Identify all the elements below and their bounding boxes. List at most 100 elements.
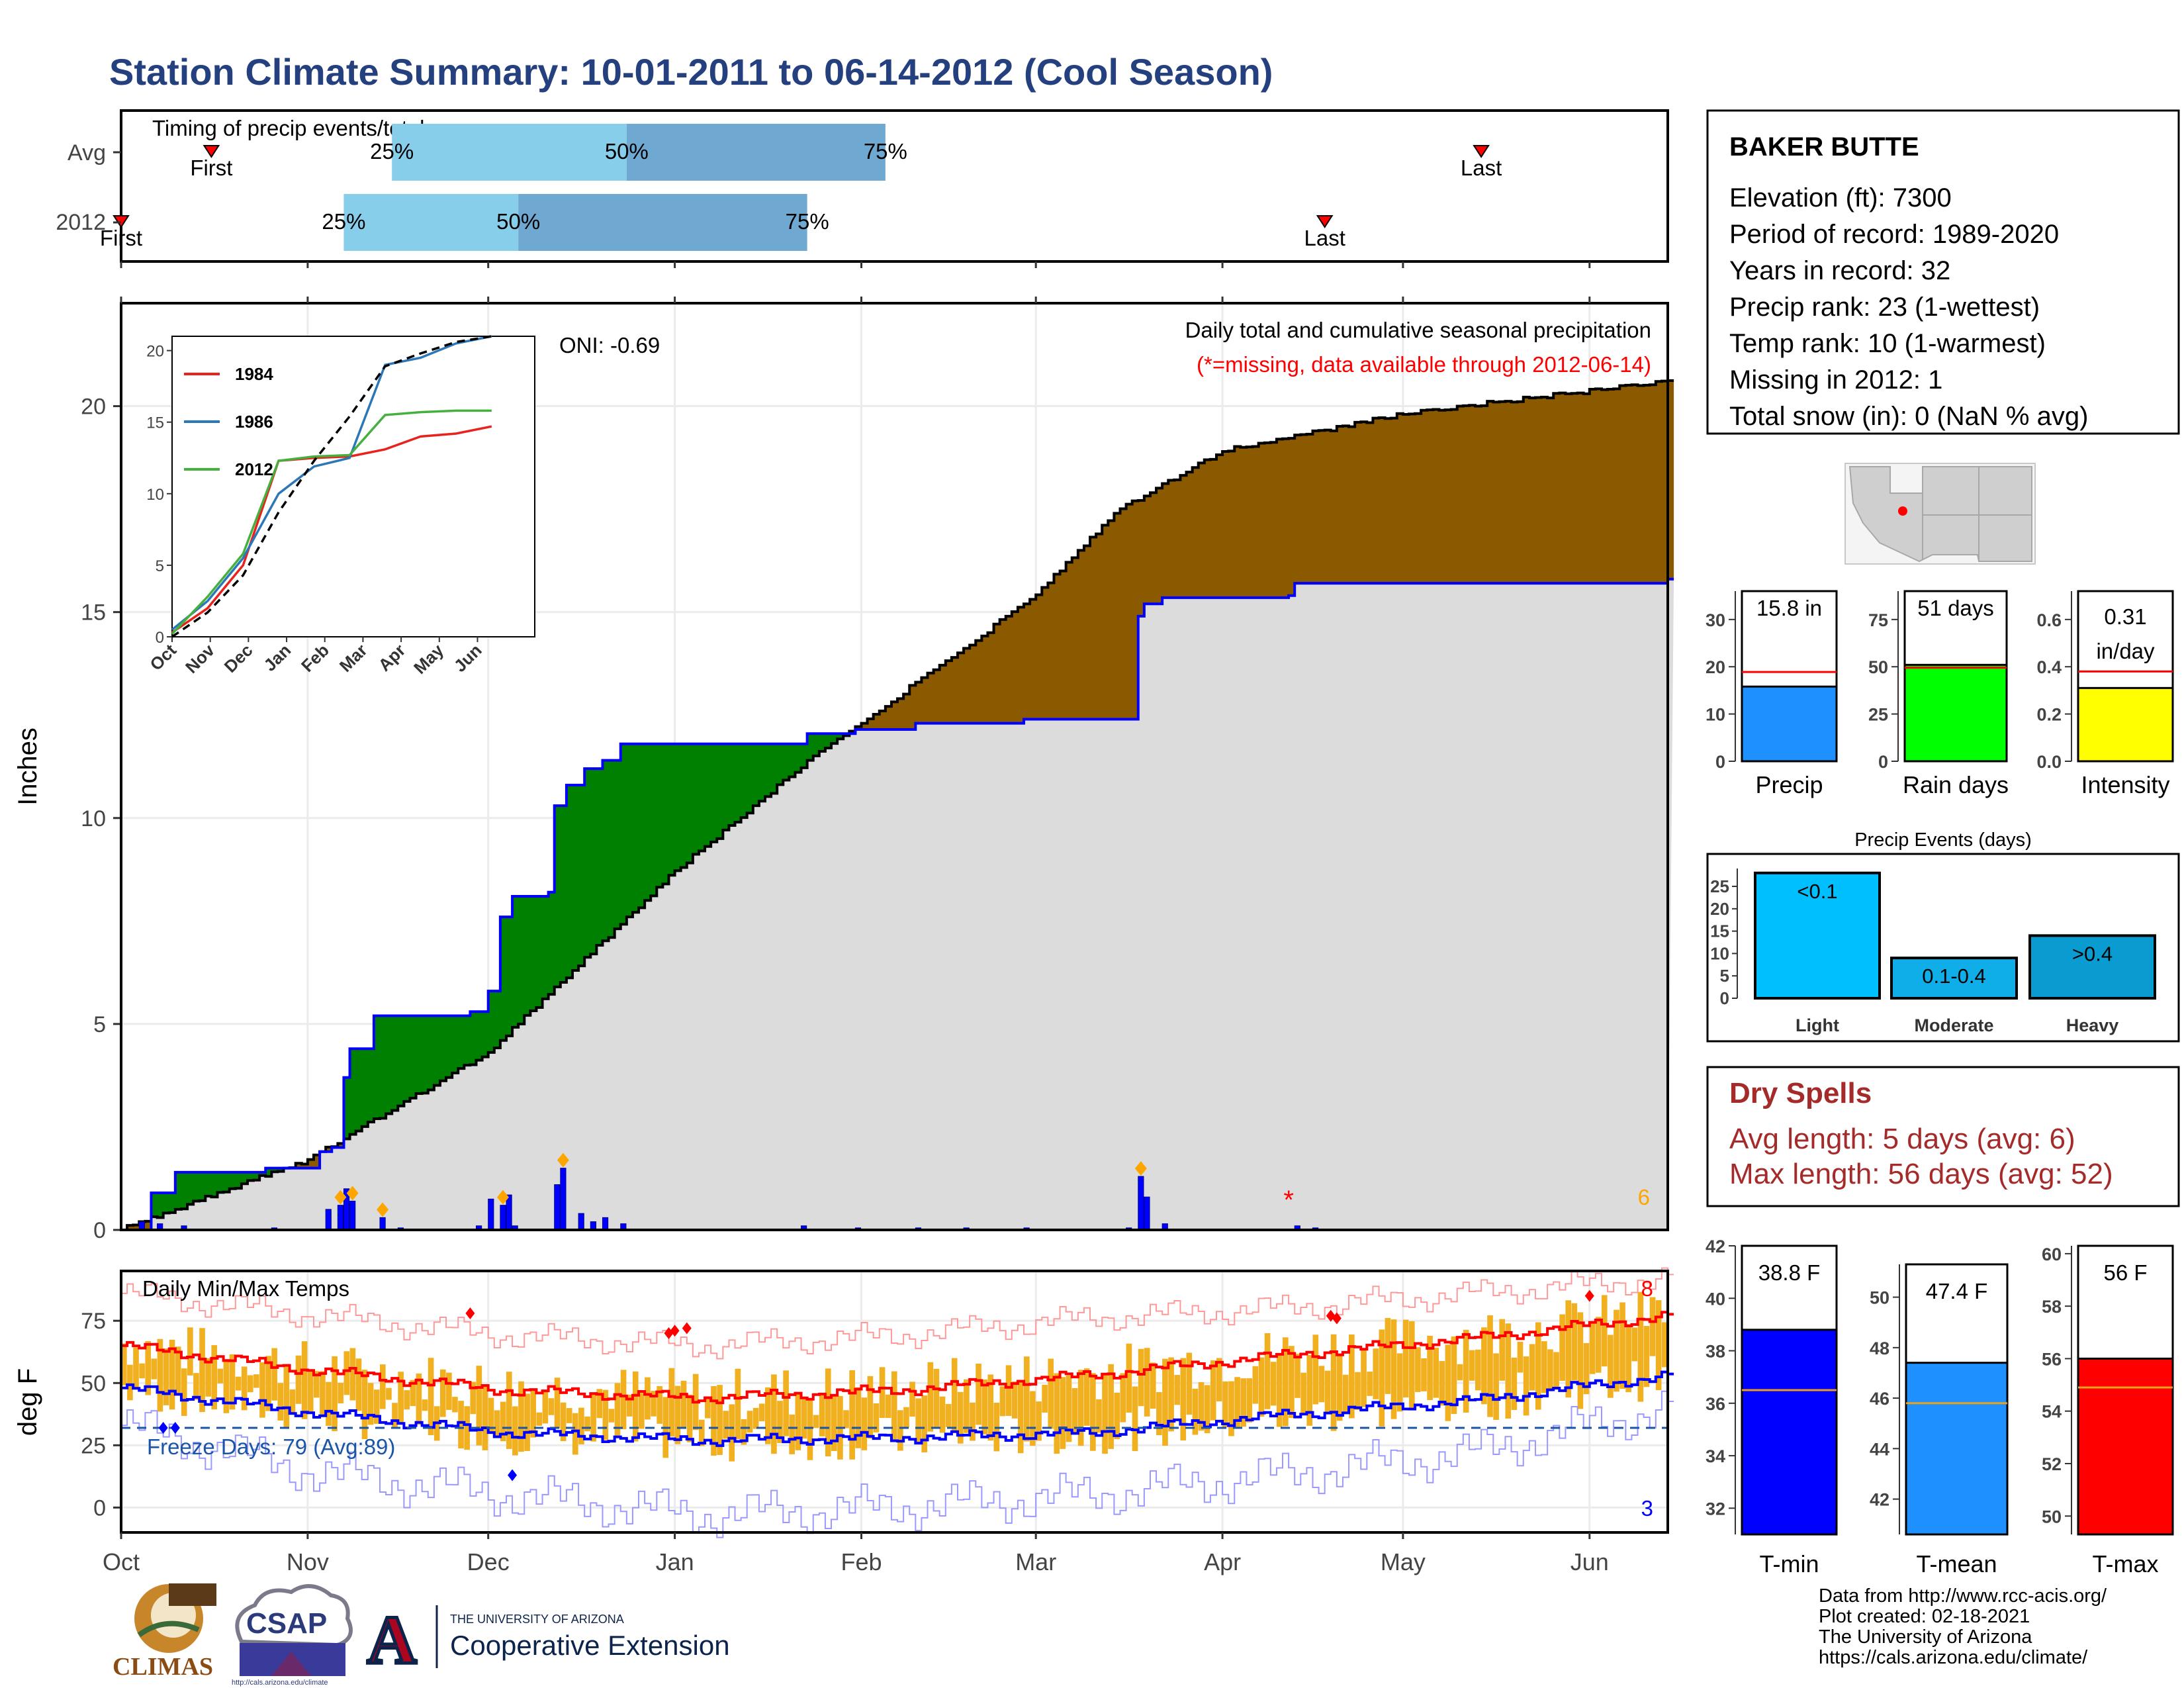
daily-temp-bar	[1336, 1353, 1343, 1421]
daily-temp-bar	[680, 1380, 687, 1427]
record-max-line	[121, 1267, 1674, 1360]
daily-temp-bar	[1083, 1368, 1090, 1426]
daily-precip-bar	[560, 1168, 567, 1231]
daily-temp-bar	[596, 1389, 603, 1419]
daily-temp-bar	[1427, 1335, 1433, 1401]
precip-event-category: Light	[1796, 1015, 1839, 1035]
summary-ytick-label: 0.0	[2036, 752, 2062, 772]
daily-temp-bar	[674, 1385, 681, 1444]
summary-ytick-label: 34	[1706, 1446, 1725, 1466]
daily-temp-bar	[825, 1368, 831, 1457]
inset-legend-label: 1986	[235, 412, 273, 432]
daily-temp-bar	[1608, 1335, 1614, 1398]
summary-ytick-label: 32	[1706, 1499, 1725, 1519]
summary-ytick-label: 56	[2042, 1349, 2062, 1369]
temp-ytick-label: 50	[81, 1371, 106, 1396]
daily-temp-bar	[223, 1359, 230, 1413]
daily-temp-bar	[241, 1366, 248, 1411]
daily-temp-bar	[361, 1370, 368, 1440]
daily-temp-bar	[1186, 1352, 1193, 1415]
daily-temp-bar	[416, 1373, 422, 1425]
daily-temp-bar	[1071, 1388, 1078, 1432]
dry-spells-max: Max length: 56 days (avg: 52)	[1729, 1158, 2113, 1190]
timing-percentile-label: 50%	[496, 209, 540, 234]
daily-temp-bar	[307, 1370, 314, 1413]
daily-temp-bar	[1583, 1342, 1590, 1395]
month-label: Jun	[1570, 1548, 1609, 1575]
station-info-line: Elevation (ft): 7300	[1729, 183, 1952, 212]
daily-temp-bar	[1204, 1385, 1210, 1434]
daily-temp-bar	[645, 1377, 651, 1420]
daily-temp-bar	[1252, 1366, 1259, 1404]
daily-temp-bar	[1330, 1334, 1337, 1431]
inset-ytick-label: 10	[146, 486, 164, 504]
map-state-borders	[1889, 467, 2032, 561]
climas-emblem-wave	[137, 1620, 200, 1638]
precip-events-ytick-label: 15	[1710, 921, 1729, 941]
daily-temp-bar	[530, 1389, 536, 1438]
timing-panel: Timing of precip events/totals Avg 2012 …	[56, 109, 1669, 263]
station-info-line: Period of record: 1989-2020	[1729, 220, 2059, 249]
last-event-marker	[1316, 215, 1334, 228]
precip-event-category: Heavy	[2066, 1015, 2119, 1035]
precip-events-ytick-label: 10	[1710, 943, 1729, 963]
credit-line: The University of Arizona	[1819, 1626, 2032, 1648]
daily-temp-bar	[1240, 1378, 1247, 1427]
average-min-line	[121, 1370, 1674, 1447]
daily-temp-bar	[1547, 1349, 1553, 1391]
daily-temp-bar	[1439, 1361, 1445, 1406]
average-max-line	[121, 1311, 1674, 1405]
dry-spells-frame	[1706, 1066, 2180, 1207]
daily-temp-bar	[970, 1402, 976, 1441]
daily-temp-bar	[1162, 1358, 1168, 1446]
daily-temp-bar	[1577, 1312, 1584, 1409]
summary-bar	[2077, 686, 2174, 763]
daily-temp-bar	[332, 1356, 338, 1432]
daily-temp-bar	[1180, 1358, 1187, 1441]
daily-temp-bar	[572, 1413, 578, 1455]
daily-temp-bar	[1505, 1323, 1512, 1419]
daily-temp-bar	[1066, 1375, 1072, 1442]
daily-temp-bar	[235, 1376, 242, 1391]
temp-bar-label: T-mean	[1916, 1550, 1997, 1577]
temp-ytick-label: 25	[81, 1433, 106, 1458]
daily-precip-bar	[349, 1200, 356, 1231]
precip-events-ytick-label: 5	[1720, 966, 1729, 986]
temp-ytick-label: 75	[81, 1309, 106, 1334]
temperature-summary-bars: 32 34 36 38 40 42 38.8 F T-min 42 44 46 48 50 47.4 F T…	[1706, 1237, 2174, 1577]
temp-value-label: 56 F	[2103, 1260, 2147, 1285]
daily-temp-bar	[205, 1358, 211, 1397]
month-axis: Oct Nov Dec Jan Feb Mar Apr May Jun	[103, 261, 1609, 1575]
daily-temp-bar	[584, 1416, 590, 1432]
daily-temp-bar	[247, 1375, 253, 1393]
credit-line: https://cals.arizona.edu/climate/	[1819, 1647, 2088, 1668]
daily-temp-bar	[1077, 1370, 1084, 1446]
first-event-marker	[203, 145, 220, 158]
inset-ytick-label: 0	[156, 629, 164, 647]
daily-temp-bar	[1433, 1347, 1439, 1398]
inset-series-line	[171, 335, 492, 631]
daily-temp-bar	[428, 1358, 434, 1436]
daily-temp-bar	[494, 1410, 500, 1438]
daily-temp-bar	[439, 1369, 446, 1417]
month-label: Jan	[656, 1548, 694, 1575]
daily-temp-bar	[1619, 1302, 1625, 1389]
daily-temp-bar	[614, 1383, 621, 1437]
station-info-box: BAKER BUTTE Elevation (ft): 7300 Period …	[1706, 109, 2180, 435]
daily-temp-bar	[139, 1363, 145, 1379]
daily-temp-bar	[1559, 1314, 1565, 1381]
daily-temp-bar	[1487, 1315, 1493, 1417]
daily-temp-bar	[1090, 1373, 1096, 1451]
daily-temp-bar	[1144, 1348, 1150, 1417]
daily-temp-bar	[1349, 1334, 1355, 1419]
temp-panel-label: Daily Min/Max Temps	[142, 1276, 349, 1301]
daily-temp-bar	[1385, 1318, 1391, 1394]
daily-temp-bar	[632, 1371, 639, 1442]
daily-temp-bar	[1120, 1373, 1126, 1423]
daily-precip-bar	[578, 1213, 584, 1231]
daily-temp-bar	[1300, 1372, 1306, 1415]
daily-temp-bar	[1234, 1377, 1240, 1428]
dry-spells-title: Dry Spells	[1729, 1077, 1872, 1109]
month-label: May	[1381, 1548, 1426, 1575]
